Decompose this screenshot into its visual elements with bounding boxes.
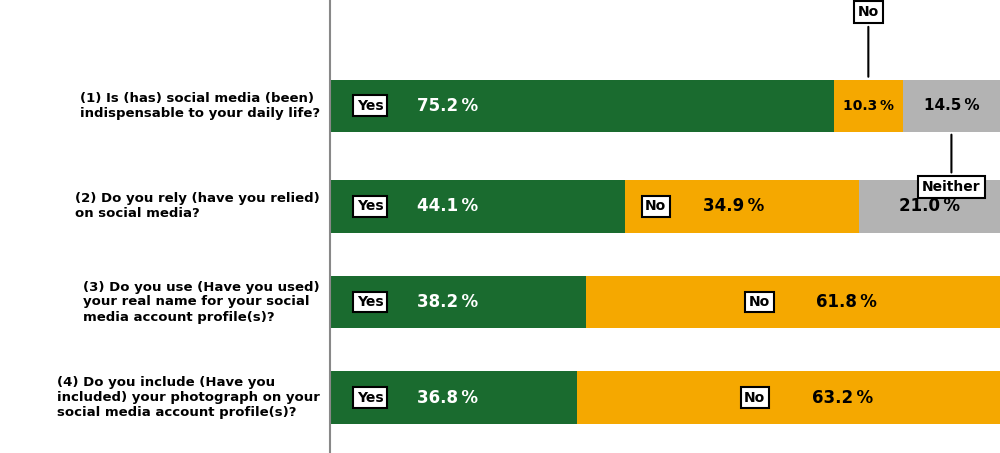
Bar — [330, 371, 577, 424]
Text: 75.2 %: 75.2 % — [417, 96, 478, 115]
Text: 34.9 %: 34.9 % — [703, 198, 764, 215]
Text: No: No — [645, 199, 666, 213]
Text: No: No — [858, 5, 879, 77]
Text: 21.0 %: 21.0 % — [899, 198, 960, 215]
Text: (4) Do you include (Have you
included) your photograph on your
social media acco: (4) Do you include (Have you included) y… — [57, 376, 320, 419]
Text: No: No — [749, 295, 770, 309]
Bar — [903, 80, 1000, 132]
Bar — [586, 276, 1000, 328]
Text: Yes: Yes — [357, 199, 384, 213]
Bar — [330, 180, 625, 232]
Text: No: No — [744, 390, 765, 405]
Bar — [625, 180, 859, 232]
Text: 61.8 %: 61.8 % — [816, 293, 877, 311]
Text: 14.5 %: 14.5 % — [924, 98, 979, 113]
Text: (1) Is (has) social media (been)
indispensable to your daily life?: (1) Is (has) social media (been) indispe… — [80, 92, 320, 120]
Text: (2) Do you rely (have you relied)
on social media?: (2) Do you rely (have you relied) on soc… — [75, 193, 320, 220]
Text: 10.3 %: 10.3 % — [843, 99, 894, 113]
Text: 38.2 %: 38.2 % — [417, 293, 478, 311]
Bar — [330, 80, 834, 132]
Text: 44.1 %: 44.1 % — [417, 198, 478, 215]
Bar — [577, 371, 1000, 424]
Text: Neither: Neither — [922, 135, 981, 194]
Text: Yes: Yes — [357, 390, 384, 405]
Text: Yes: Yes — [357, 99, 384, 113]
Bar — [859, 180, 1000, 232]
Text: Yes: Yes — [357, 295, 384, 309]
Bar — [834, 80, 903, 132]
Bar — [330, 276, 586, 328]
Text: (3) Do you use (Have you used)
your real name for your social
media account prof: (3) Do you use (Have you used) your real… — [83, 280, 320, 323]
Text: 63.2 %: 63.2 % — [812, 389, 873, 407]
Text: 36.8 %: 36.8 % — [417, 389, 478, 407]
